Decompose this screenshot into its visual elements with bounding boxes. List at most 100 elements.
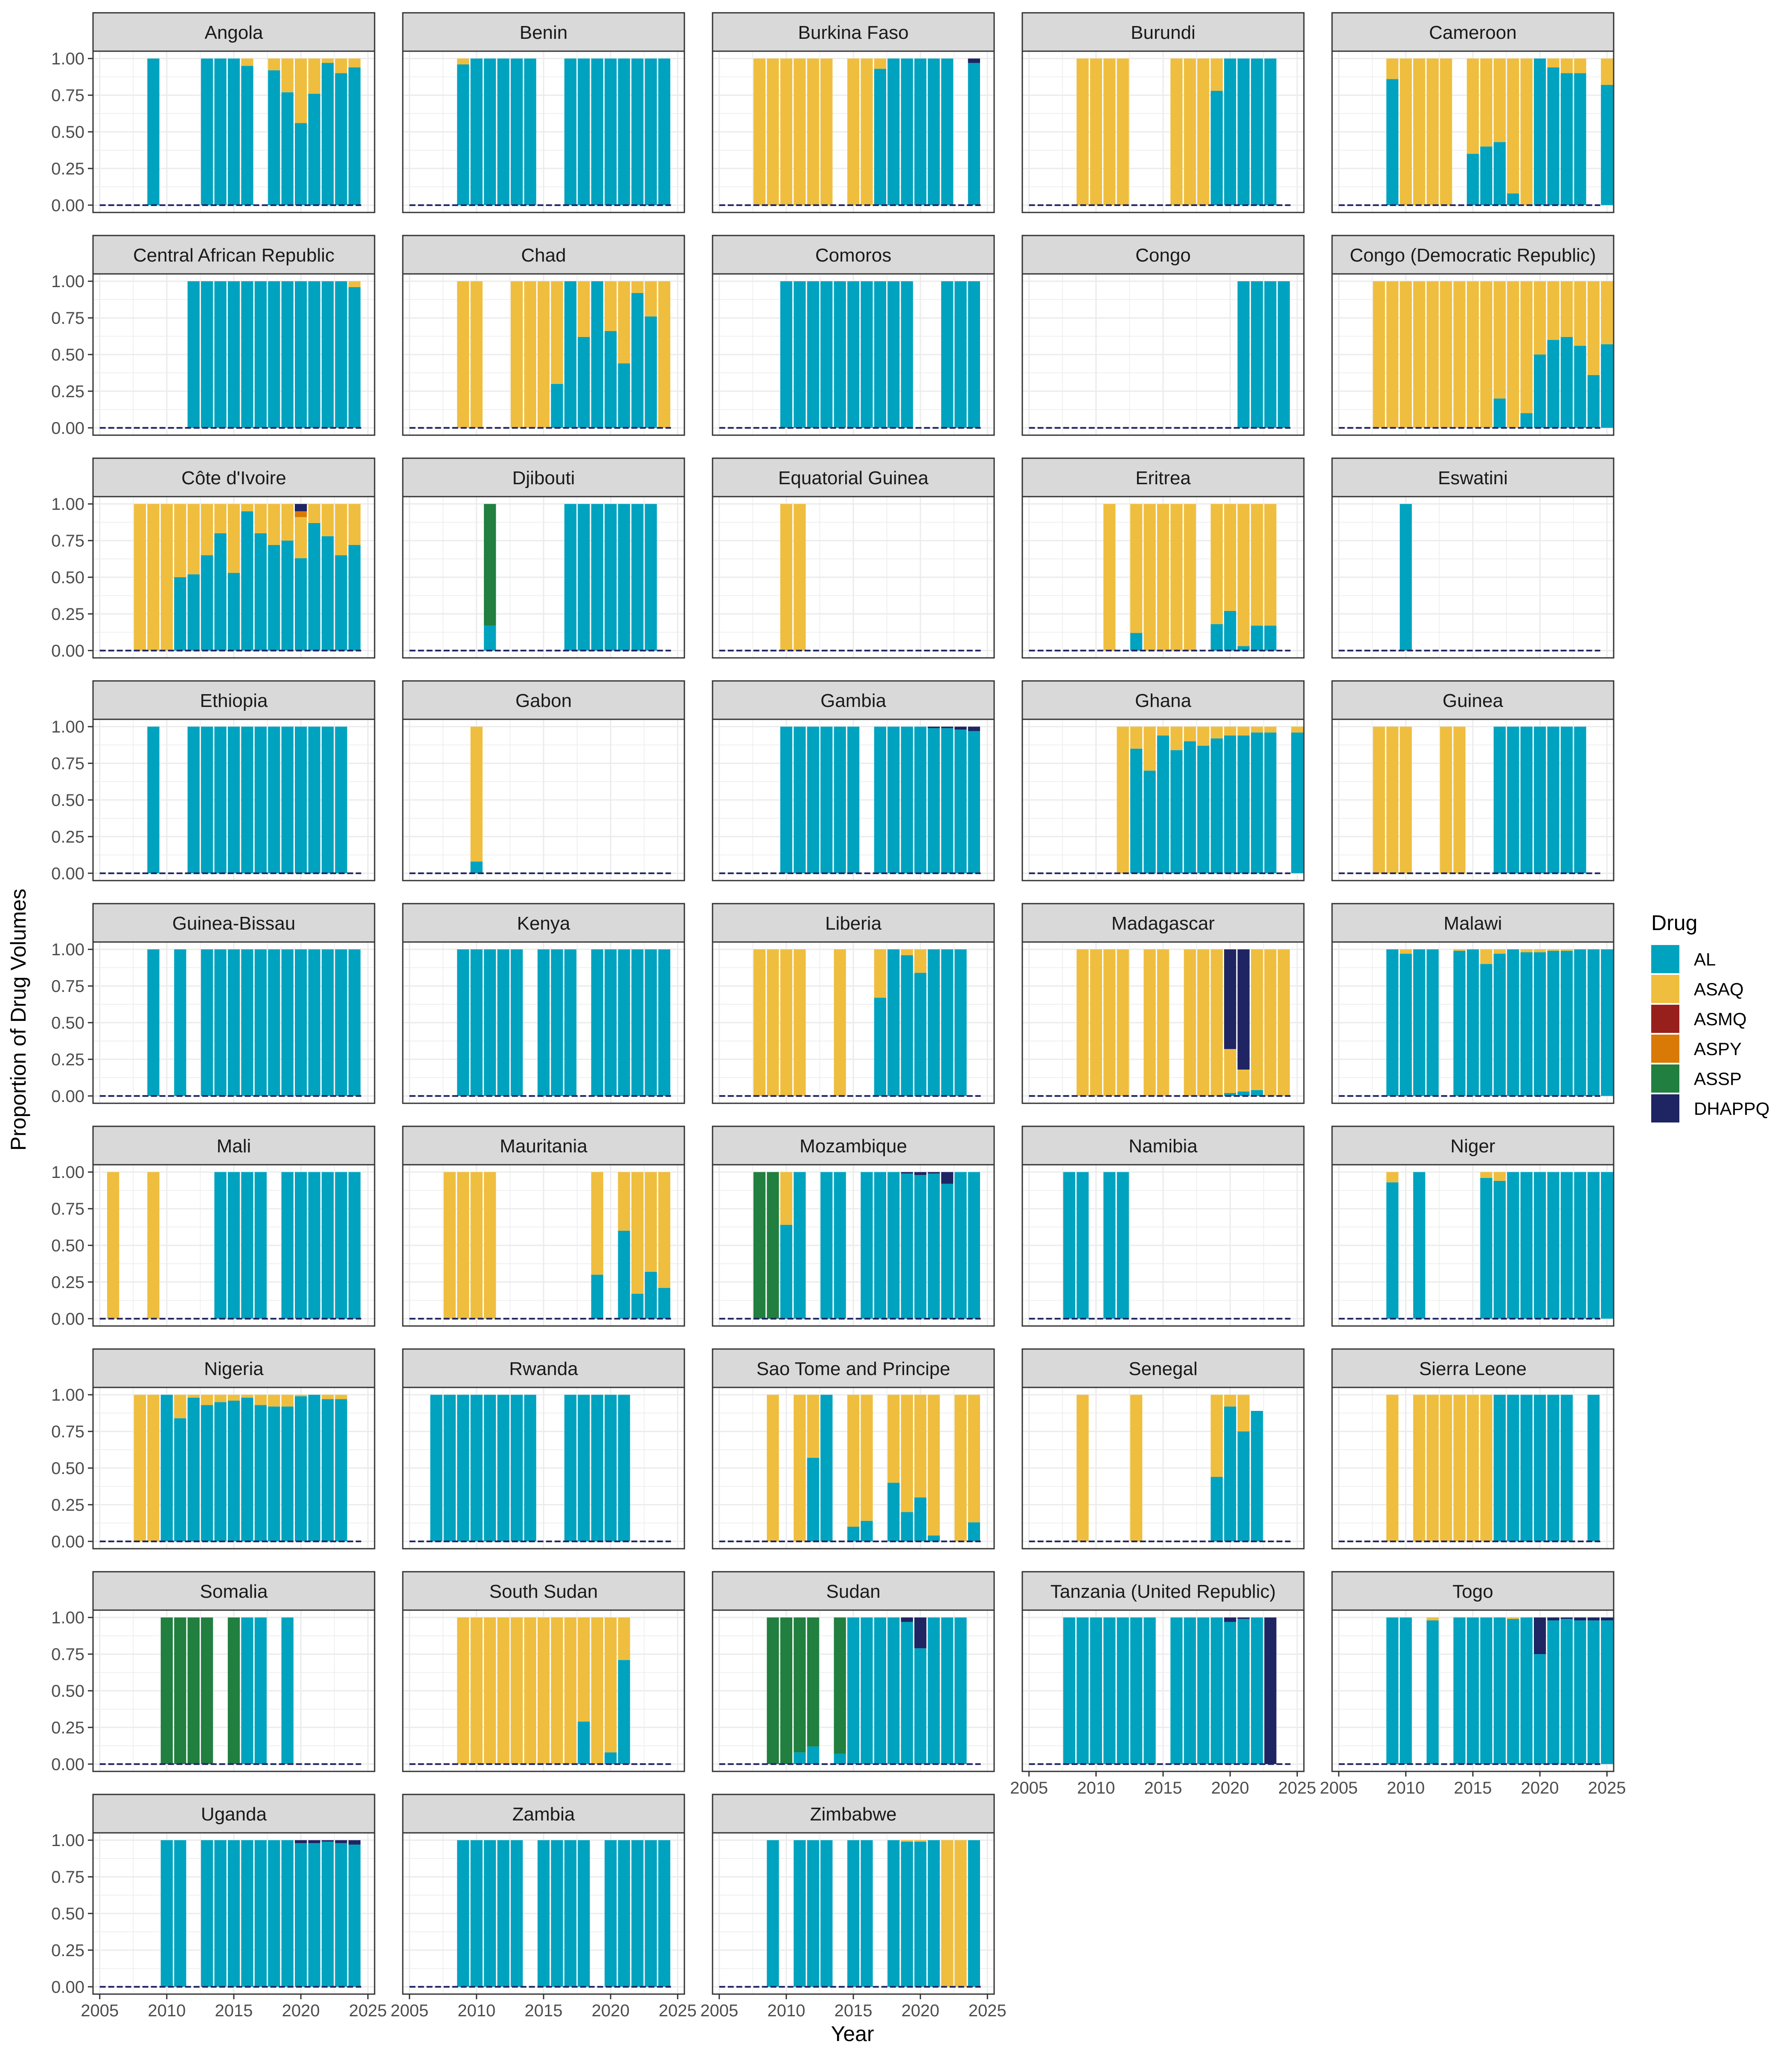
- panel-border: [402, 941, 685, 1104]
- panel-title: Nigeria: [204, 1358, 264, 1379]
- bars: [457, 1840, 670, 1987]
- bar-al-2010: [1399, 1617, 1412, 1764]
- bar-dhappq-2021: [928, 727, 940, 728]
- panel-border: [712, 1609, 995, 1772]
- legend-swatch: [1651, 945, 1679, 973]
- bar-asaq-2009: [147, 1395, 160, 1541]
- bar-al-2011: [1413, 1172, 1425, 1319]
- bar-al-2018: [268, 727, 280, 873]
- panel-mali: Mali 0.00 0.25 0.50 0.75 1.00: [51, 1125, 375, 1329]
- bar-al-2009: [1386, 79, 1399, 205]
- panel-ghana: Ghana: [1021, 680, 1305, 881]
- panel-congo-democratic-republic: Congo (Democratic Republic): [1331, 235, 1615, 436]
- bar-asaq-2021: [928, 1395, 940, 1536]
- panel-madagascar: Madagascar: [1021, 903, 1305, 1104]
- bar-asaq-2015: [537, 281, 550, 428]
- bar-asaq-2010: [780, 949, 792, 1096]
- bars: [1373, 281, 1613, 428]
- bar-al-2025: [1601, 1620, 1613, 1764]
- panel-strip: [712, 1794, 995, 1834]
- bar-al-2022: [941, 1617, 954, 1764]
- bar-asaq-2014: [1453, 949, 1466, 951]
- bar-asaq-2020: [1224, 1395, 1236, 1407]
- panel-djibouti: Djibouti: [402, 457, 685, 659]
- bar-asaq-2020: [1534, 281, 1546, 355]
- bar-asaq-2019: [1520, 281, 1533, 413]
- y-tick-label: 0.75: [51, 977, 84, 996]
- bar-al-2020: [1534, 952, 1546, 1096]
- panel-mauritania: Mauritania: [402, 1125, 685, 1327]
- bar-al-2016: [241, 1840, 253, 1987]
- bar-asaq-2019: [1520, 949, 1533, 953]
- bar-al-2015: [1157, 735, 1169, 873]
- bar-dhappq-2022: [321, 1840, 334, 1842]
- panel-title: Niger: [1450, 1136, 1495, 1157]
- bar-al-2018: [887, 949, 900, 1096]
- bar-al-2011: [794, 1752, 806, 1764]
- legend-label: ASPY: [1694, 1039, 1742, 1059]
- bar-asaq-2014: [1143, 504, 1156, 651]
- panel-title: Namibia: [1129, 1136, 1198, 1157]
- y-tick-label: 1.00: [51, 718, 84, 736]
- bar-asaq-2017: [564, 1617, 576, 1764]
- bar-asaq-2025: [1291, 727, 1303, 733]
- panel-border: [1021, 50, 1305, 213]
- legend-items: AL ASAQ ASMQ ASPY ASSP DHAPPQ: [1651, 945, 1769, 1122]
- bar-dhappq-2019: [901, 1617, 913, 1622]
- bar-al-2021: [928, 949, 940, 1096]
- bar-al-2009: [1076, 1172, 1089, 1319]
- bar-al-2024: [658, 1288, 670, 1319]
- bar-al-2010: [1399, 504, 1412, 651]
- bar-asaq-2011: [484, 1172, 496, 1319]
- bar-asaq-2020: [914, 949, 927, 973]
- bars: [1386, 1395, 1600, 1541]
- bar-al-2022: [941, 1183, 954, 1319]
- bar-al-2021: [1237, 281, 1250, 428]
- bar-al-2025: [1291, 732, 1303, 873]
- bar-al-2022: [1560, 337, 1573, 428]
- x-tick-label: 2015: [1454, 1779, 1492, 1797]
- bar-asaq-2024: [348, 58, 361, 67]
- bars: [1063, 1172, 1129, 1319]
- bar-asaq-2019: [281, 58, 294, 93]
- bar-al-2022: [1560, 1619, 1573, 1764]
- y-tick-label: 1.00: [51, 495, 84, 514]
- bar-al-2017: [254, 1172, 267, 1319]
- bar-al-2012: [807, 281, 819, 428]
- bar-asaq-2021: [1237, 504, 1250, 646]
- y-tick-label: 0.75: [51, 309, 84, 328]
- bar-asaq-2015: [1466, 1395, 1479, 1541]
- bar-al-2023: [645, 1840, 657, 1987]
- bar-al-2016: [861, 1521, 873, 1541]
- bar-al-2011: [794, 1172, 806, 1319]
- bar-asaq-2024: [348, 281, 361, 287]
- bar-asaq-2013: [1440, 1395, 1452, 1541]
- bar-al-2024: [348, 949, 361, 1096]
- bar-asaq-2022: [321, 504, 334, 536]
- y-tick-label: 0.25: [51, 1941, 84, 1960]
- bar-al-2023: [645, 949, 657, 1096]
- bar-al-2012: [807, 1746, 819, 1764]
- bar-asaq-2016: [1480, 1172, 1492, 1178]
- panel-title: Gambia: [820, 690, 887, 711]
- bar-al-2024: [658, 58, 670, 205]
- bar-al-2015: [227, 1172, 240, 1319]
- bar-al-2017: [1493, 1617, 1506, 1764]
- bar-asaq-2021: [618, 1617, 630, 1660]
- bar-al-2022: [1560, 73, 1573, 205]
- bar-al-2013: [511, 949, 523, 1096]
- bar-asaq-2019: [1520, 58, 1533, 205]
- bar-al-2021: [1237, 735, 1250, 873]
- bar-al-2020: [1534, 58, 1546, 205]
- bar-al-2010: [470, 1395, 483, 1541]
- bar-al-2021: [1237, 646, 1250, 651]
- bars: [1386, 1617, 1613, 1764]
- panel-title: Congo (Democratic Republic): [1350, 245, 1596, 266]
- panel-strip: [1021, 12, 1305, 52]
- bar-asaq-2009: [1386, 1172, 1399, 1183]
- bar-asaq-2019: [901, 1840, 913, 1842]
- bars: [1076, 949, 1290, 1096]
- bar-al-2016: [861, 281, 873, 428]
- bar-al-2021: [928, 728, 940, 873]
